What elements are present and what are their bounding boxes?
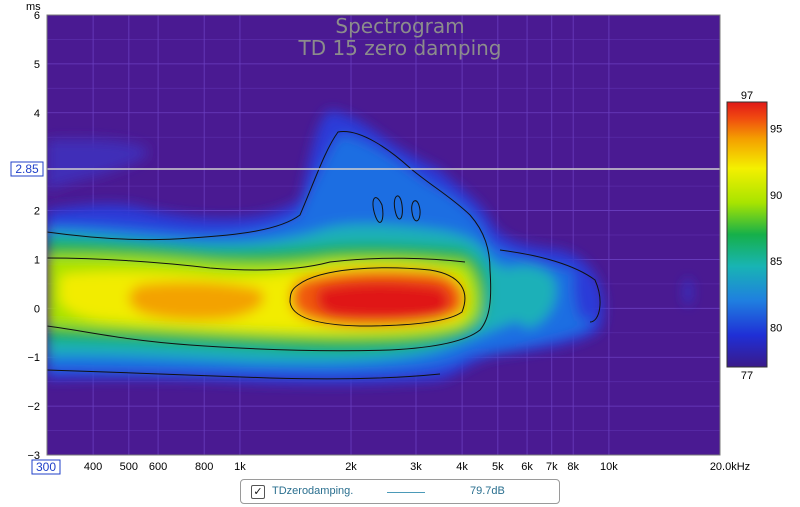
contour-80 (47, 131, 492, 352)
x-tick-label: 7k (546, 461, 558, 473)
y-axis-ticks: 6 5 4 2 1 0 −1 −2 −3 (27, 10, 40, 462)
x-tick-label: 10k (600, 461, 618, 473)
colorbar-ticks: 97 95 90 85 80 77 (741, 90, 782, 382)
colorbar (726, 101, 768, 368)
colorbar-tick-label: 95 (770, 124, 782, 136)
y-tick-label: −2 (27, 401, 40, 413)
x-tick-label: 5k (492, 461, 504, 473)
heat-level-94 (128, 282, 264, 320)
plot-frame (46, 14, 721, 456)
x-tick-label: 2k (345, 461, 357, 473)
y-tick-label: −1 (27, 352, 40, 364)
colorbar-tick-label: 97 (741, 90, 753, 102)
heat-level-78 (47, 139, 149, 190)
heat-level-9k (573, 269, 600, 321)
x-tick-label: 400 (84, 461, 102, 473)
y-tick-label: 4 (34, 108, 40, 120)
x-tick-label: 1k (234, 461, 246, 473)
x-tick-label: 600 (149, 461, 167, 473)
x-tick-label: 3k (410, 461, 422, 473)
contour-85 (47, 257, 466, 271)
legend: ✓ TDzerodamping. 79.7dB (240, 479, 560, 504)
y-tick-label: 2 (34, 206, 40, 218)
x-start-box (31, 459, 61, 475)
legend-series-value: 79.7dB (470, 485, 505, 497)
y-tick-label: 0 (34, 303, 40, 315)
series-checkbox[interactable]: ✓ (251, 485, 265, 499)
colorbar-tick-label: 85 (770, 256, 782, 268)
heat-spot-15k (685, 278, 691, 306)
x-axis-ticks: 400 500 600 800 1k 2k 3k 4k 5k 6k 7k 8k 10k 20.0kHz (84, 461, 750, 473)
chart-subtitle: TD 15 zero damping (297, 36, 501, 60)
x-tick-label: 4k (456, 461, 468, 473)
x-tick-label: 800 (195, 461, 213, 473)
y-tick-label: 1 (34, 254, 40, 266)
contour-lines (47, 131, 601, 380)
spectrogram-heat (47, 110, 691, 385)
y-tick-label: 6 (34, 10, 40, 22)
contour-low (47, 369, 441, 380)
x-tick-label: 8k (567, 461, 579, 473)
colorbar-tick-label: 77 (741, 370, 753, 382)
y-tick-label: −3 (27, 450, 40, 462)
legend-line-swatch (387, 492, 425, 493)
contour-3k-loops (372, 195, 421, 223)
colorbar-tick-label: 90 (770, 190, 782, 202)
heat-level-97 (315, 281, 451, 319)
contour-90 (289, 267, 466, 327)
x-tick-label: 20.0kHz (710, 461, 750, 473)
chart-title: Spectrogram (335, 14, 464, 38)
cursor-value-box (10, 161, 44, 177)
contour-5k (499, 249, 601, 323)
x-tick-label: 6k (521, 461, 533, 473)
legend-series-name: TDzerodamping. (272, 485, 354, 497)
x-start-label: 300 (36, 460, 56, 474)
y-axis-unit: ms (26, 1, 41, 13)
cursor-value-label: 2.85 (15, 162, 39, 176)
colorbar-tick-label: 80 (770, 322, 782, 334)
heat-level-5k (505, 265, 557, 328)
x-tick-label: 500 (120, 461, 138, 473)
y-tick-label: 5 (34, 59, 40, 71)
